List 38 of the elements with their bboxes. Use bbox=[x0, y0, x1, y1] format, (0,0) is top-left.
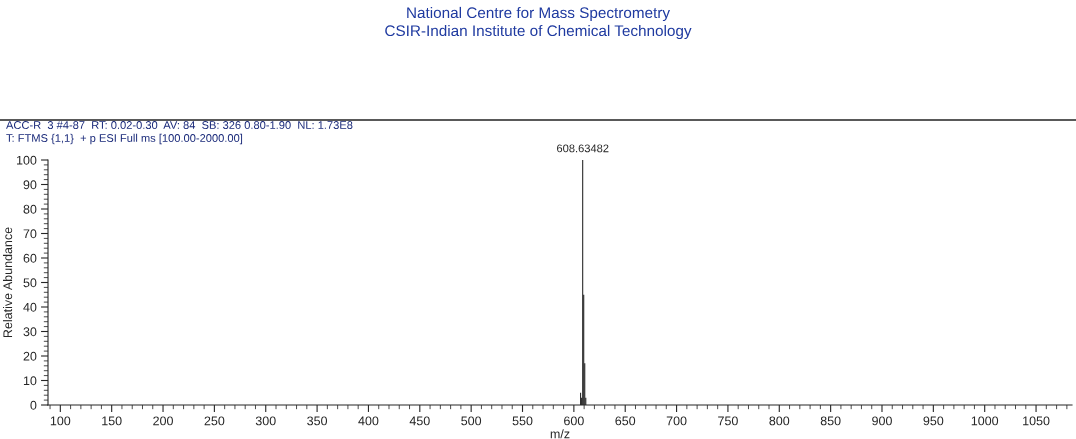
chart-title: National Centre for Mass Spectrometry bbox=[407, 6, 671, 22]
y-tick-label: 60 bbox=[23, 253, 37, 263]
y-tick-label: 50 bbox=[23, 278, 37, 288]
x-tick-label: 800 bbox=[769, 416, 790, 426]
y-tick-label: 40 bbox=[23, 302, 37, 312]
y-tick-label: 80 bbox=[23, 204, 37, 214]
x-tick-label: 450 bbox=[409, 416, 430, 426]
x-tick-label: 600 bbox=[564, 416, 584, 426]
x-tick-label: 700 bbox=[666, 416, 687, 426]
x-tick-label: 250 bbox=[204, 416, 225, 426]
x-tick-label: 650 bbox=[615, 416, 636, 426]
annotation: 608.63482 bbox=[557, 144, 609, 153]
x-tick-label: 550 bbox=[512, 416, 533, 426]
x-tick-label: 950 bbox=[923, 416, 944, 426]
y-tick-label: 30 bbox=[23, 327, 37, 337]
x-tick-label: 150 bbox=[102, 416, 122, 426]
x-tick-label: 900 bbox=[872, 416, 892, 426]
x-tick-label: 200 bbox=[153, 416, 173, 426]
x-tick-label: 750 bbox=[718, 416, 738, 426]
y-tick-label: 0 bbox=[30, 400, 37, 410]
x-tick-label: 400 bbox=[358, 416, 379, 426]
x-tick-label: 1050 bbox=[1023, 416, 1050, 426]
x-tick-label: 300 bbox=[255, 416, 276, 426]
text: T: FTMS {1,1} + p ESI Full ms [100.00-2000.00] bbox=[6, 133, 243, 145]
x-axis-title: m/z bbox=[550, 429, 570, 439]
x-tick-label: 100 bbox=[50, 416, 71, 426]
text: ACC-R 3 #4-87 RT: 0.02-0.30 AV: 84 SB: 326 0.80-1.90 NL: 1.73E8 bbox=[6, 121, 353, 129]
x-tick-label: 350 bbox=[307, 416, 328, 426]
x-tick-label: 500 bbox=[461, 416, 482, 426]
y-tick-label: 20 bbox=[23, 351, 37, 361]
x-tick-label: 850 bbox=[820, 416, 841, 426]
x-tick-label: 1000 bbox=[971, 416, 999, 426]
chart-subtitle: CSIR-Indian Institute of Chemical Technology bbox=[385, 24, 692, 40]
y-tick-label: 70 bbox=[23, 229, 37, 239]
y-axis-title: Relative Abundance bbox=[2, 227, 13, 338]
y-tick-label: 100 bbox=[16, 155, 37, 165]
y-tick-label: 90 bbox=[23, 180, 37, 190]
y-tick-label: 10 bbox=[23, 376, 37, 386]
